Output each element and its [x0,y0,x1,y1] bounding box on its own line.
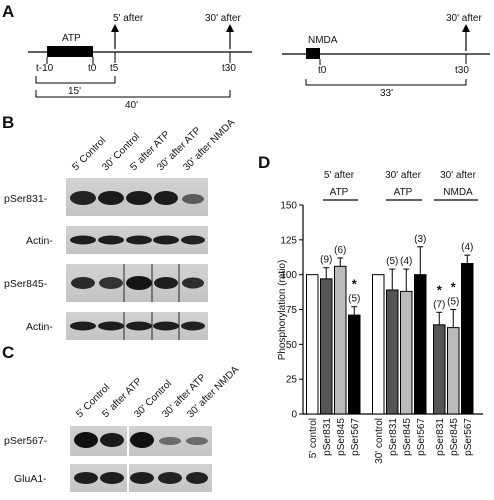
y-tick-label: 125 [280,235,297,246]
t0-atp: t0 [88,63,97,74]
category-label: 30' control [374,418,385,464]
bar [372,274,385,415]
significance-star: * [352,277,358,292]
arrow-5-after-label: 5' after [113,13,144,24]
nmda-label: NMDA [308,35,338,46]
t5: t5 [110,63,119,74]
arrow-nmda-label: 30' after [446,13,482,24]
category-label: pSer845 [336,418,347,456]
significance-star: * [437,282,443,297]
t-minus-10: t-10 [36,63,54,74]
panel-label-b: B [2,113,14,132]
n-label: (4) [400,256,412,267]
y-axis-label: Phosphorylation (ratio) [277,260,288,361]
bar [447,327,460,415]
bar [414,274,427,415]
t30-atp: t30 [222,63,236,74]
row-pser567: pSer567- [4,435,48,447]
row-pser845: pSer845- [4,278,48,290]
bar [461,263,474,415]
span-33: 33' [380,88,393,99]
y-tick-label: 150 [280,201,297,212]
t0-nmda: t0 [318,65,327,76]
y-tick-label: 50 [286,340,298,351]
bar [334,265,347,415]
atp-label: ATP [62,33,81,44]
category-label: pSer831 [388,418,399,456]
y-tick-label: 75 [286,305,298,316]
bar [348,314,361,415]
group-header-2-top: 30' after [385,170,421,181]
panel-label-c: C [2,343,14,362]
n-label: (5) [386,256,398,267]
significance-star: * [451,280,457,295]
y-tick-label: 0 [291,410,297,421]
group-header-1-bottom: ATP [330,187,349,198]
n-label: (7) [433,299,445,310]
t30-nmda: t30 [455,65,469,76]
n-label: (5) [348,294,360,305]
bar [306,274,319,415]
group-header-1-top: 5' after [324,170,355,181]
category-label: pSer831 [322,418,333,456]
panel-label-d: D [258,153,270,172]
bar [433,324,446,415]
n-label: (6) [334,245,346,256]
category-label: 5' control [308,418,319,458]
bar-chart: Phosphorylation (ratio) 5' after ATP 30'… [277,170,483,464]
bar [400,290,413,415]
bar [386,289,399,415]
category-label: pSer567 [463,418,474,456]
blot-c: 5' Control 5' after ATP 30' Control 30' … [4,364,241,492]
n-label: (9) [320,255,332,266]
timeline-atp: ATP 5' after 30' after t-10 t0 t5 t30 15… [28,13,252,111]
group-header-3-top: 30' after [440,170,476,181]
y-tick-label: 100 [280,270,297,281]
n-label: (4) [461,242,473,253]
timeline-nmda: NMDA 30' after t0 t30 33' [282,13,490,99]
n-label: (3) [414,234,426,245]
y-tick-label: 25 [286,375,298,386]
group-header-2-bottom: ATP [394,187,413,198]
span-40: 40' [125,100,138,111]
category-label: pSer567 [416,418,427,456]
row-actin-1: Actin- [26,235,53,247]
atp-bar [47,46,93,57]
panel-label-a: A [2,2,14,21]
category-label: pSer845 [449,418,460,456]
arrow-30-after-label: 30' after [205,13,241,24]
n-label: (5) [447,297,459,308]
row-glua1: GluA1- [14,473,47,485]
category-label: pSer845 [402,418,413,456]
bar [320,278,333,415]
category-label: pSer567 [350,418,361,456]
nmda-bar [306,48,320,59]
span-15: 15' [68,86,81,97]
group-header-3-bottom: NMDA [443,187,473,198]
category-label: pSer831 [435,418,446,456]
row-pser831: pSer831- [4,193,48,205]
row-actin-2: Actin- [26,321,53,333]
blot-b: 5' Control 30' Control 5' after ATP 30' … [4,117,237,340]
